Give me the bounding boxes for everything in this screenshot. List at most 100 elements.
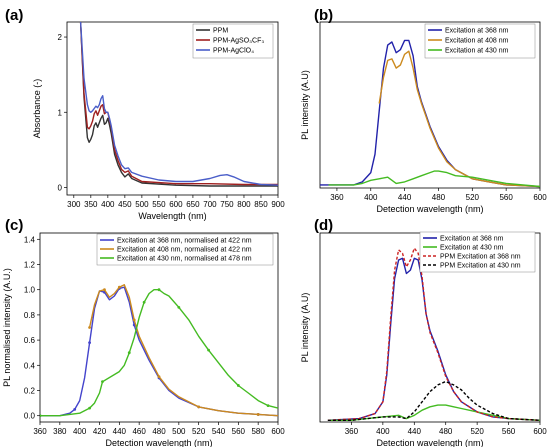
y-axis-title: PL intensity (A.U) [300,70,310,140]
y-tick-label: 1.2 [24,261,36,270]
x-tick-label: 600 [533,193,547,202]
y-tick-label: 0.0 [24,412,36,421]
data-point [157,288,161,292]
x-tick-label: 520 [470,427,484,436]
x-tick-label: 550 [152,200,166,209]
x-tick-label: 480 [152,427,166,436]
plot-frame [66,21,279,196]
data-point [157,375,161,379]
data-point [256,413,260,416]
data-point [132,318,136,322]
legend-label: Excitation at 430 nm, normalised at 478 … [117,256,252,263]
x-tick-label: 360 [345,427,359,436]
legend: Excitation at 368 nm, normalised at 422 … [96,233,274,266]
series-group [40,284,278,418]
series-line [40,286,278,417]
x-tick-label: 400 [73,427,87,436]
x-tick-label: 600 [169,200,183,209]
series-line [327,380,540,421]
x-tick-label: 300 [67,200,81,209]
series-group [320,39,540,188]
legend-label: PPM-AgClO₄ [213,48,254,55]
x-tick-label: 360 [330,193,344,202]
x-tick-label: 520 [192,427,206,436]
legend-label: PPM-AgSO₃CF₃ [213,38,264,45]
x-tick-label: 440 [408,427,422,436]
series-line [378,50,540,188]
panel-label: (d) [314,217,333,234]
legend-box [96,233,274,266]
x-tick-label: 560 [499,193,513,202]
series-line [79,22,278,187]
legend-label: PPM Excitation at 368 nm [440,254,521,261]
x-axis-title: Detection wavelength (nm) [105,438,212,447]
x-tick-label: 480 [439,427,453,436]
x-tick-label: 520 [466,193,480,202]
data-point [197,405,201,409]
x-axis-title: Detection wavelength (nm) [376,438,483,447]
legend-label: Excitation at 430 nm [445,48,509,55]
x-tick-label: 420 [93,427,107,436]
data-point [236,384,240,387]
x-tick-label: 850 [254,200,268,209]
data-point [207,348,210,352]
legend-label: Excitation at 368 nm [445,28,509,35]
panel-d: (d) 360 400 440 480 520 560 600 Detection wavele… [300,217,547,447]
data-point [103,288,106,292]
x-tick-label: 400 [364,193,378,202]
y-axis-title: Absorbance (-) [32,79,42,139]
x-tick-label: 450 [118,200,132,209]
series-line [320,39,540,188]
x-tick-label: 350 [84,200,98,209]
x-axis-title: Wavelength (nm) [138,211,206,221]
panel-label: (b) [314,7,333,24]
panel-label: (a) [5,7,23,24]
series-line [79,22,278,186]
y-tick-label: 0.4 [24,361,36,370]
y-axis-title: PL intensity (A.U) [300,293,310,363]
data-point [88,326,91,329]
x-tick-label: 400 [101,200,115,209]
x-tick-label: 600 [271,427,285,436]
legend: PPM PPM-AgSO₃CF₃ PPM-AgClO₄ [192,23,274,59]
panel-b: (b) 360 400 440 480 520 560 600 Detection wavele… [300,7,547,214]
x-tick-label: 500 [172,427,186,436]
data-point [177,305,181,309]
y-tick-label: 0.2 [24,387,36,396]
data-point [40,414,42,418]
data-point [117,285,121,289]
y-tick-label: 0.6 [24,336,36,345]
data-point [88,406,91,410]
series-line [327,247,540,421]
series-group [327,247,540,421]
y-tick-label: 1.4 [24,235,36,244]
x-tick-label: 380 [53,427,67,436]
legend-label: Excitation at 408 nm [445,38,509,45]
x-tick-label: 800 [237,200,251,209]
data-point [142,300,146,304]
x-tick-label: 560 [502,427,516,436]
data-point [127,351,131,355]
series-line [327,257,540,421]
x-tick-label: 400 [376,427,390,436]
series-line [40,289,278,417]
x-tick-label: 540 [212,427,226,436]
x-tick-label: 480 [432,193,446,202]
x-tick-label: 500 [135,200,149,209]
x-tick-label: 580 [251,427,265,436]
y-axis-title: PL normalised intensity (A.U.) [2,268,12,387]
legend-label: Excitation at 408 nm, normalised at 422 … [117,247,252,254]
y-tick-label: 0.8 [24,311,36,320]
legend-label: PPM [213,28,228,35]
legend: Excitation at 368 nm Excitation at 408 nm… [424,23,536,59]
y-tick-label: 0 [58,183,63,192]
panel-a: (a) 300 350 400 450 500 550 600 650 700 750 800 850 9… [5,7,285,221]
y-tick-label: 1 [58,108,63,117]
panel-c: (c) 360 380 400 420 440 460 480 500 520 540 560 580 6… [2,217,285,447]
x-tick-label: 440 [113,427,127,436]
data-point [101,380,104,384]
legend-label: Excitation at 368 nm [440,236,504,243]
x-tick-label: 440 [398,193,412,202]
x-tick-label: 750 [220,200,234,209]
x-axis-title: Detection wavelength (nm) [376,204,483,214]
